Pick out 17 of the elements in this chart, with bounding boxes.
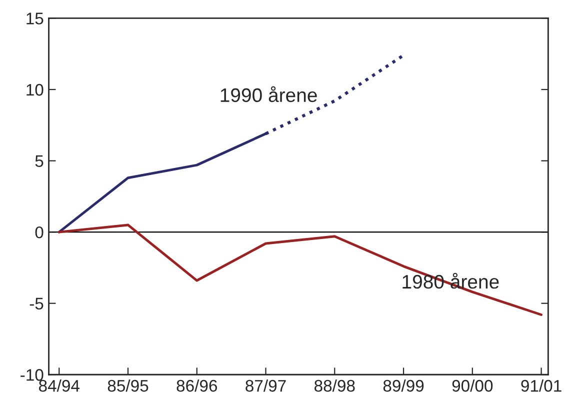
y-tick-label: 15 — [26, 12, 44, 24]
x-tick-label: 91/01 — [521, 379, 562, 392]
text: 1990 årene — [220, 86, 317, 102]
series-label: 1980 årene — [402, 272, 499, 289]
line-series — [58, 224, 543, 316]
y-tick-label: -10 — [20, 369, 44, 381]
x-tick-label: 87/97 — [246, 379, 286, 392]
y-tick-label: 5 — [35, 155, 44, 167]
x-tick-label: 86/96 — [176, 379, 218, 392]
y-tick-label: 0 — [35, 226, 44, 238]
x-tick-label: 89/99 — [383, 379, 424, 392]
y-tick-label: -5 — [30, 298, 44, 310]
x-tick-label: 85/95 — [108, 379, 148, 392]
x-tick-label: 90/00 — [452, 379, 493, 392]
x-tick-label: 88/98 — [314, 379, 355, 392]
y-tick-label: 10 — [26, 84, 44, 96]
x-tick-label: 84/94 — [38, 379, 80, 392]
